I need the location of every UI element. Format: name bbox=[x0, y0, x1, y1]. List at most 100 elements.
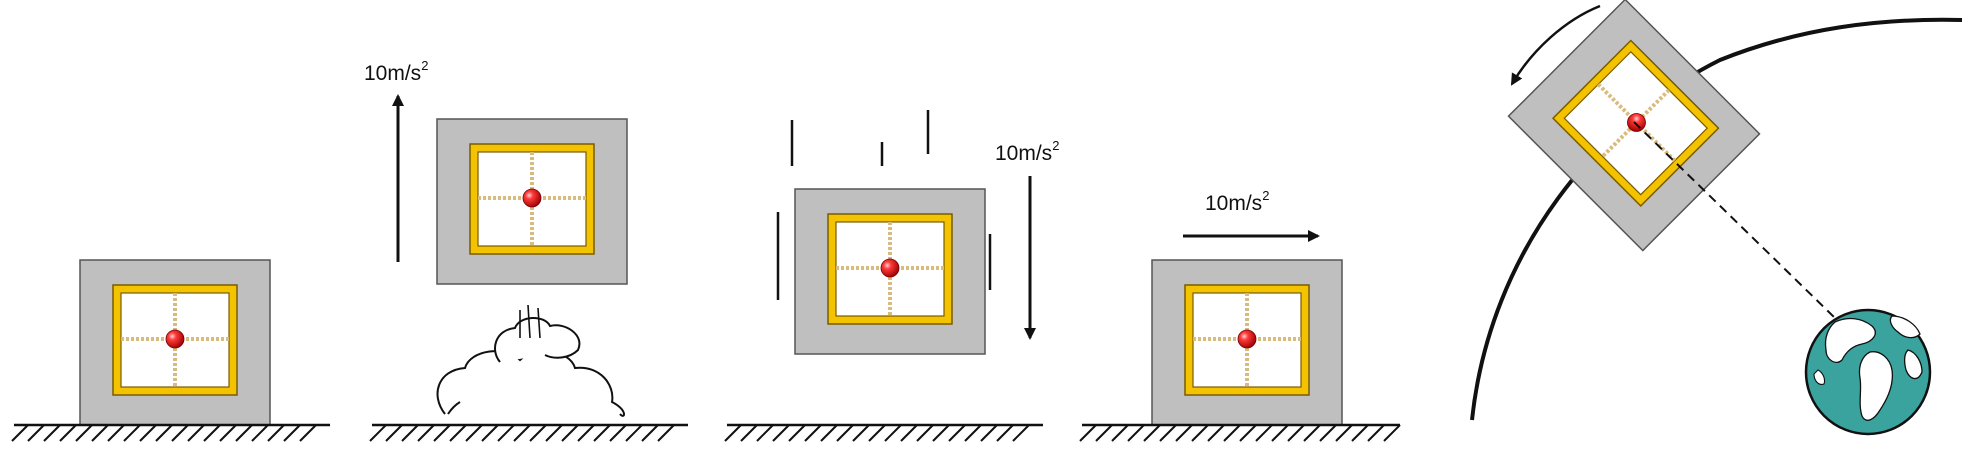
panel-orbit bbox=[1470, 0, 1963, 436]
ground-hatch-line bbox=[948, 424, 966, 442]
elevator-box bbox=[435, 117, 629, 286]
ground-hatch-line bbox=[593, 424, 611, 442]
ground-hatch-line bbox=[980, 424, 998, 442]
panel-at-rest bbox=[11, 258, 330, 442]
ground-hatch-line bbox=[465, 424, 483, 442]
ground-hatch-line bbox=[385, 424, 403, 442]
ground-hatch-line bbox=[267, 424, 285, 442]
ground-hatch-line bbox=[497, 424, 515, 442]
ground-hatch-line bbox=[369, 424, 387, 442]
ground-hatch-line bbox=[1159, 424, 1177, 442]
ground-hatch-line bbox=[27, 424, 45, 442]
acceleration-label: 10m/s2 bbox=[1205, 188, 1269, 215]
ground-hatch-line bbox=[1287, 424, 1305, 442]
ground-hatch-line bbox=[657, 424, 675, 442]
ground-hatch-line bbox=[740, 424, 758, 442]
ground-hatch-line bbox=[481, 424, 499, 442]
ground-hatch-line bbox=[932, 424, 950, 442]
ground-hatch-line bbox=[75, 424, 93, 442]
ground-hatch-line bbox=[820, 424, 838, 442]
ground-hatch-line bbox=[804, 424, 822, 442]
ground-hatch-line bbox=[449, 424, 467, 442]
ground-hatch-line bbox=[529, 424, 547, 442]
ground-hatch-line bbox=[788, 424, 806, 442]
ground-hatch-line bbox=[545, 424, 563, 442]
ground-hatch-icon bbox=[369, 423, 688, 442]
ground-hatch-line bbox=[203, 424, 221, 442]
rotation-arrow-icon bbox=[1510, 4, 1601, 86]
ground-hatch-line bbox=[155, 424, 173, 442]
acceleration-label: 10m/s2 bbox=[364, 58, 428, 85]
ground-hatch-line bbox=[724, 424, 742, 442]
ground-hatch-line bbox=[609, 424, 627, 442]
ground-hatch-line bbox=[996, 424, 1014, 442]
ground-hatch-line bbox=[1383, 424, 1401, 442]
ground-hatch-line bbox=[219, 424, 237, 442]
ground-hatch-line bbox=[59, 424, 77, 442]
ground-hatch-line bbox=[107, 424, 125, 442]
ground-hatch-line bbox=[1335, 424, 1353, 442]
ground-hatch-line bbox=[561, 424, 579, 442]
ground-hatch-line bbox=[187, 424, 205, 442]
acceleration-label: 10m/s2 bbox=[995, 138, 1059, 165]
ground-hatch-line bbox=[625, 424, 643, 442]
ground-hatch-line bbox=[1239, 424, 1257, 442]
ground-hatch-line bbox=[1351, 424, 1369, 442]
gravity-line bbox=[1633, 121, 1836, 319]
ground-hatch-line bbox=[139, 424, 157, 442]
ground-hatch-line bbox=[1079, 424, 1097, 442]
panel-rocket-launch: 10m/s2 bbox=[364, 58, 688, 442]
panel-free-fall: 10m/s2 bbox=[724, 110, 1059, 442]
ground-hatch-line bbox=[756, 424, 774, 442]
ground-hatch-line bbox=[916, 424, 934, 442]
ground-hatch-line bbox=[852, 424, 870, 442]
ground-hatch-icon bbox=[1079, 423, 1401, 442]
ground-hatch-line bbox=[401, 424, 419, 442]
ground-hatch-line bbox=[513, 424, 531, 442]
ground-hatch-line bbox=[1367, 424, 1385, 442]
ground-hatch-line bbox=[641, 424, 659, 442]
ground-hatch-line bbox=[1255, 424, 1273, 442]
ground-hatch-line bbox=[1223, 424, 1241, 442]
ground-hatch-line bbox=[433, 424, 451, 442]
panel-horizontal-acceleration: 10m/s2 bbox=[1079, 188, 1401, 442]
ground-hatch-line bbox=[868, 424, 886, 442]
ground-hatch-line bbox=[1207, 424, 1225, 442]
ground-hatch-line bbox=[1143, 424, 1161, 442]
ground-hatch-line bbox=[171, 424, 189, 442]
ground-hatch-line bbox=[283, 424, 301, 442]
ground-hatch-line bbox=[91, 424, 109, 442]
ground-hatch-icon bbox=[724, 423, 1043, 442]
ground-hatch-line bbox=[1271, 424, 1289, 442]
ground-hatch-line bbox=[964, 424, 982, 442]
ground-hatch-line bbox=[1191, 424, 1209, 442]
elevator-box bbox=[78, 258, 272, 427]
ground-hatch-line bbox=[1319, 424, 1337, 442]
earth-globe-icon bbox=[1804, 308, 1932, 436]
ground-hatch-line bbox=[577, 424, 595, 442]
ground-hatch-line bbox=[772, 424, 790, 442]
ground-hatch-line bbox=[1303, 424, 1321, 442]
ground-hatch-icon bbox=[11, 423, 330, 442]
ground-hatch-line bbox=[1095, 424, 1113, 442]
motion-line-icon bbox=[776, 110, 992, 300]
ground-hatch-line bbox=[123, 424, 141, 442]
ground-hatch-line bbox=[417, 424, 435, 442]
ground-hatch-line bbox=[900, 424, 918, 442]
elevator-box bbox=[1150, 258, 1344, 427]
ground-hatch-line bbox=[235, 424, 253, 442]
ground-hatch-line bbox=[1127, 424, 1145, 442]
smoke-cloud-icon bbox=[436, 304, 625, 417]
ground-hatch-line bbox=[836, 424, 854, 442]
ground-hatch-line bbox=[1012, 424, 1030, 442]
ground-hatch-line bbox=[299, 424, 317, 442]
ground-hatch-line bbox=[884, 424, 902, 442]
elevator-box bbox=[793, 187, 987, 356]
ground-hatch-line bbox=[1111, 424, 1129, 442]
ground-hatch-line bbox=[43, 424, 61, 442]
ground-hatch-line bbox=[251, 424, 269, 442]
ground-hatch-line bbox=[1175, 424, 1193, 442]
ground-hatch-line bbox=[11, 424, 29, 442]
